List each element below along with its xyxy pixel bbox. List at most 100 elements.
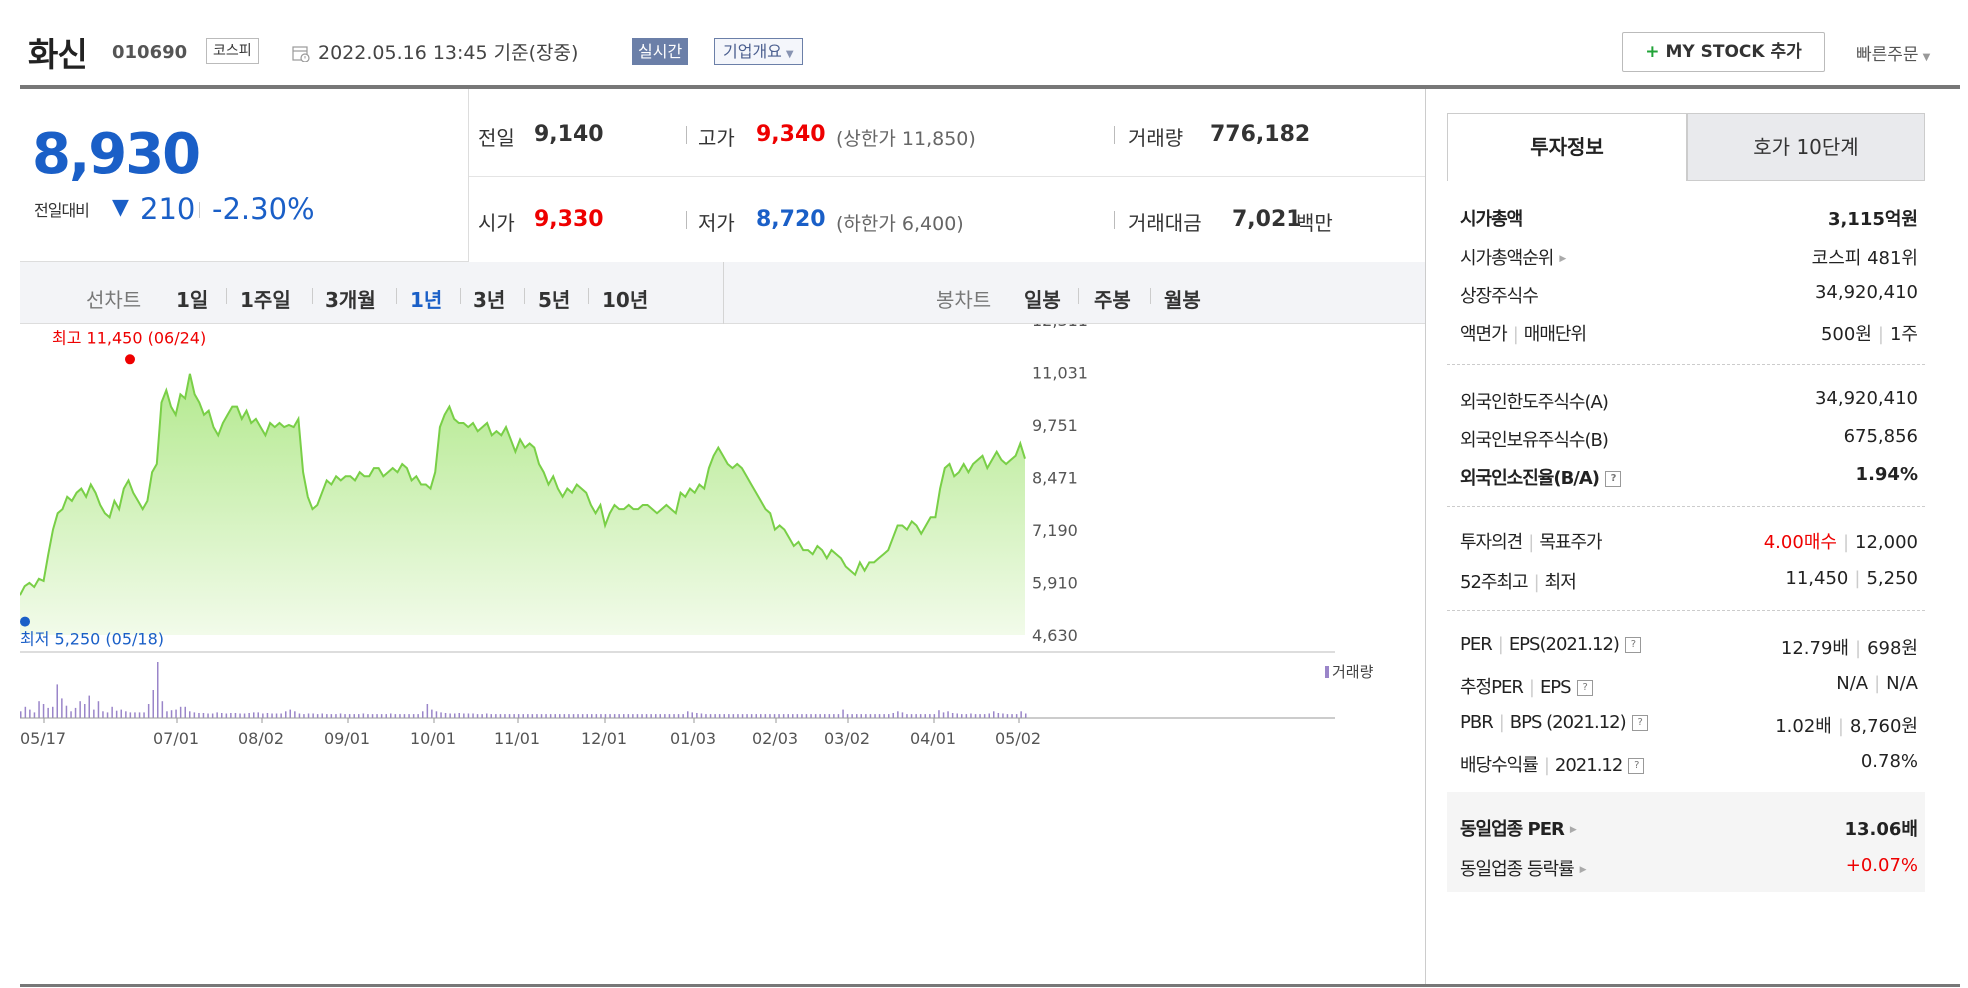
volume-bar xyxy=(901,712,904,718)
volume-bar xyxy=(687,711,689,718)
w52-high-label: 52주최고 xyxy=(1460,572,1529,593)
volume-bar xyxy=(189,711,191,718)
volume-bar xyxy=(824,714,826,718)
help-icon[interactable]: ? xyxy=(1624,637,1641,653)
w52-low-value: 5,250 xyxy=(1866,568,1918,589)
volume-bar xyxy=(970,713,972,718)
volume-bar xyxy=(20,711,22,718)
target-value: 12,000 xyxy=(1855,532,1918,553)
volume-bar xyxy=(394,714,397,718)
volume-bar xyxy=(563,714,566,718)
volume-bar xyxy=(705,714,707,718)
help-icon[interactable]: ? xyxy=(1631,715,1648,731)
volume-bar xyxy=(134,712,136,718)
industry-rate-text: 동일업종 등락률 xyxy=(1460,859,1575,880)
volume-label: 거래량 xyxy=(1128,126,1184,150)
x-tick-label: 11/01 xyxy=(494,729,540,748)
volume-bar xyxy=(52,706,54,718)
volume-bar xyxy=(24,706,27,718)
period-5y[interactable]: 5년 xyxy=(538,288,571,312)
separator xyxy=(1078,288,1079,304)
help-icon[interactable]: ? xyxy=(1576,680,1593,696)
separator xyxy=(588,288,589,304)
separator xyxy=(312,288,313,304)
volume-bar xyxy=(856,714,858,718)
help-icon[interactable]: ? xyxy=(1605,471,1622,487)
volume-bar xyxy=(1020,711,1022,718)
volume-bar xyxy=(70,711,72,718)
industry-per-label[interactable]: 동일업종 PER ▶ xyxy=(1460,815,1577,841)
industry-rate-label[interactable]: 동일업종 등락률 ▶ xyxy=(1460,855,1587,881)
volume-bar xyxy=(782,714,785,718)
foreign-hold-value: 675,856 xyxy=(1843,426,1918,447)
volume-bar xyxy=(623,714,625,718)
trade-unit-label: 매매단위 xyxy=(1523,324,1587,345)
help-icon[interactable]: ? xyxy=(1628,758,1645,774)
separator xyxy=(1114,211,1115,229)
volume-bar xyxy=(275,713,278,718)
shares-label: 상장주식수 xyxy=(1460,286,1539,307)
period-1w[interactable]: 1주일 xyxy=(240,288,291,312)
volume-bar xyxy=(805,714,808,718)
volume-bar xyxy=(1025,713,1027,718)
tab-investment-info[interactable]: 투자정보 xyxy=(1447,113,1687,181)
separator: | xyxy=(1528,532,1534,553)
opinion-label: 투자의견 xyxy=(1460,532,1523,553)
price-chart[interactable]: 12,311 11,031 9,751 8,471 7,190 5,910 4,630 최고… xyxy=(20,324,1425,984)
amount-value: 7,021 xyxy=(1232,207,1302,232)
company-overview-dropdown[interactable]: 기업개요 ▼ xyxy=(714,38,803,65)
tab-order-book[interactable]: 호가 10단계 xyxy=(1687,113,1925,181)
top-divider xyxy=(20,85,1960,89)
volume-bar xyxy=(449,713,451,718)
arrow-right-icon: ▶ xyxy=(1559,254,1566,264)
period-3m[interactable]: 3개월 xyxy=(325,288,376,312)
section-divider xyxy=(1447,506,1925,507)
quick-order-dropdown[interactable]: 빠른주문 ▼ xyxy=(1856,40,1930,65)
volume-bar xyxy=(125,711,127,718)
volume-bar xyxy=(84,704,86,718)
volume-bar xyxy=(454,713,456,718)
candle-daily[interactable]: 일봉 xyxy=(1024,288,1061,312)
period-3y[interactable]: 3년 xyxy=(473,288,506,312)
volume-bar xyxy=(554,714,556,718)
low-marker xyxy=(20,616,30,627)
period-10y[interactable]: 10년 xyxy=(602,288,649,312)
volume-bar xyxy=(1011,714,1013,718)
volume-bar xyxy=(248,713,250,718)
volume-bar xyxy=(668,714,671,718)
pbr-value: 1.02배 xyxy=(1775,716,1832,737)
dividend-value: 0.78% xyxy=(1860,751,1918,772)
volume-bar xyxy=(399,714,401,718)
candle-weekly[interactable]: 주봉 xyxy=(1094,288,1131,312)
separator xyxy=(1150,288,1151,304)
est-per-eps-label: 추정PER | EPS? xyxy=(1460,673,1593,699)
volume-bar xyxy=(280,713,282,718)
foreign-limit-value: 34,920,410 xyxy=(1814,388,1918,409)
section-divider xyxy=(1447,364,1925,365)
candle-monthly[interactable]: 월봉 xyxy=(1164,288,1201,312)
realtime-badge[interactable]: 실시간 xyxy=(632,38,689,65)
volume-bar xyxy=(371,714,374,718)
volume-bar xyxy=(376,714,378,718)
industry-rate-value: +0.07% xyxy=(1845,855,1918,876)
volume-bar xyxy=(211,713,214,718)
period-1d[interactable]: 1일 xyxy=(176,288,209,312)
volume-bar xyxy=(545,714,547,718)
y-tick-label: 7,190 xyxy=(1032,521,1078,540)
volume-bar xyxy=(508,714,511,718)
market-cap-rank-label[interactable]: 시가총액순위 ▶ xyxy=(1460,244,1566,270)
volume-bar xyxy=(851,714,853,718)
shares-value: 34,920,410 xyxy=(1814,282,1918,303)
volume-bar xyxy=(408,714,410,718)
separator: | xyxy=(1512,324,1519,345)
volume-bar xyxy=(961,714,963,718)
volume-bar xyxy=(919,714,922,718)
volume-bar xyxy=(773,714,776,718)
target-label: 목표주가 xyxy=(1539,532,1602,553)
volume-bar xyxy=(321,713,323,718)
volume-bar xyxy=(147,704,150,718)
period-1y[interactable]: 1년 xyxy=(410,288,443,312)
add-mystock-button[interactable]: + MY STOCK 추가 xyxy=(1622,32,1825,72)
volume-bar xyxy=(915,714,917,718)
est-eps-label: EPS xyxy=(1539,677,1572,698)
